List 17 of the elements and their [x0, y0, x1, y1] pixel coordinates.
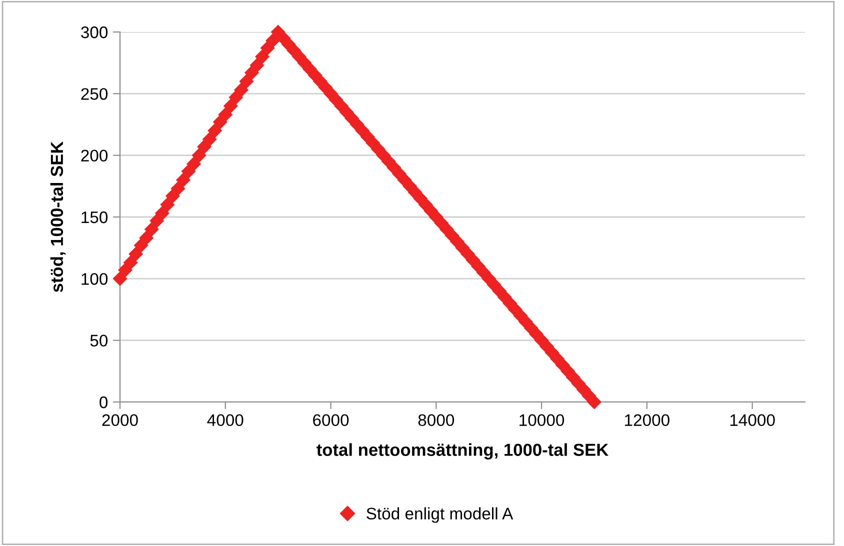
y-tick-label: 50 — [90, 334, 108, 347]
x-tick-label: 6000 — [313, 414, 349, 426]
x-tick-label: 4000 — [207, 414, 244, 426]
y-tick-label: 150 — [82, 211, 108, 224]
x-axis-title: total nettoomsättning, 1000-tal SEK — [316, 443, 608, 460]
x-tick-label: 2000 — [102, 414, 138, 426]
y-tick-label: 100 — [82, 273, 108, 285]
y-tick-label: 200 — [81, 150, 108, 162]
y-axis-title: stöd, 1000-tal SEK — [50, 141, 66, 292]
x-tick-label: 14000 — [730, 414, 775, 426]
x-tick-label: 10000 — [520, 414, 564, 426]
y-tick-label: 250 — [81, 88, 108, 100]
legend-label: Stöd enligt modell A — [366, 507, 514, 523]
y-tick-label: 0 — [100, 396, 108, 408]
y-tick-label: 300 — [81, 26, 108, 38]
x-tick-label: 8000 — [418, 414, 454, 426]
x-tick-label: 12000 — [625, 414, 670, 426]
